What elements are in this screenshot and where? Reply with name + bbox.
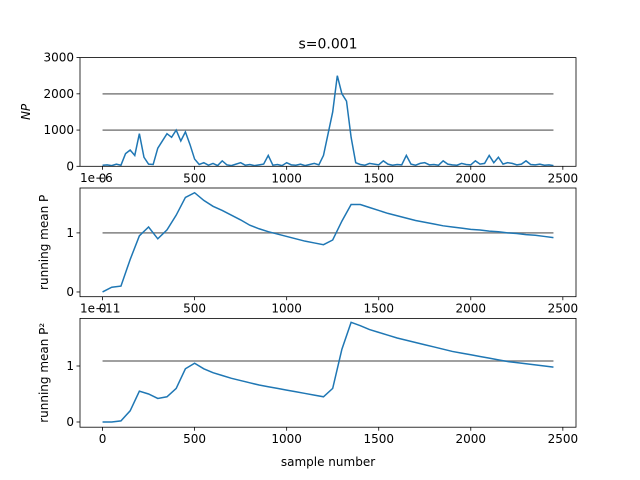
y-tick-label: 3000 <box>43 51 74 65</box>
x-tick-label: 500 <box>183 302 206 316</box>
offset-text: 1e−11 <box>80 301 120 315</box>
x-tick-label: 2500 <box>548 432 579 446</box>
axes-frame <box>79 317 577 428</box>
data-line <box>102 321 554 423</box>
chart-title: s=0.001 <box>298 37 357 53</box>
x-tick-label: 1000 <box>271 432 302 446</box>
x-tick-label: 500 <box>183 432 206 446</box>
data-line <box>102 191 554 293</box>
x-tick-label: 1500 <box>363 171 394 185</box>
y-tick-label: 2000 <box>43 87 74 101</box>
y-axis-label: NP <box>19 103 33 120</box>
x-tick-label: 2500 <box>548 171 579 185</box>
axes-frame <box>79 187 577 298</box>
x-tick-label: 500 <box>183 171 206 185</box>
x-tick-label: 0 <box>99 302 107 316</box>
x-tick-label: 1500 <box>363 432 394 446</box>
y-tick-label: 1 <box>66 359 74 373</box>
axes-frame <box>79 57 577 167</box>
x-tick-label: 1000 <box>271 302 302 316</box>
x-tick-label: 2000 <box>456 432 487 446</box>
y-tick-label: 0 <box>66 285 74 299</box>
y-axis-label: running mean P <box>37 195 51 290</box>
data-line <box>102 75 554 167</box>
offset-text: 1e−6 <box>80 171 113 185</box>
x-tick-label: 2000 <box>456 171 487 185</box>
x-tick-label: 1000 <box>271 171 302 185</box>
x-tick-label: 1500 <box>363 302 394 316</box>
x-tick-label: 2500 <box>548 302 579 316</box>
y-axis-label: running mean P² <box>37 323 51 423</box>
x-tick-label: 2000 <box>456 302 487 316</box>
y-tick-label: 1 <box>66 226 74 240</box>
y-tick-label: 1000 <box>43 123 74 137</box>
x-tick-label: 0 <box>99 432 107 446</box>
y-tick-label: 0 <box>66 415 74 429</box>
x-tick-label: 0 <box>99 171 107 185</box>
y-tick-label: 0 <box>66 159 74 173</box>
x-axis-label: sample number <box>281 455 375 469</box>
